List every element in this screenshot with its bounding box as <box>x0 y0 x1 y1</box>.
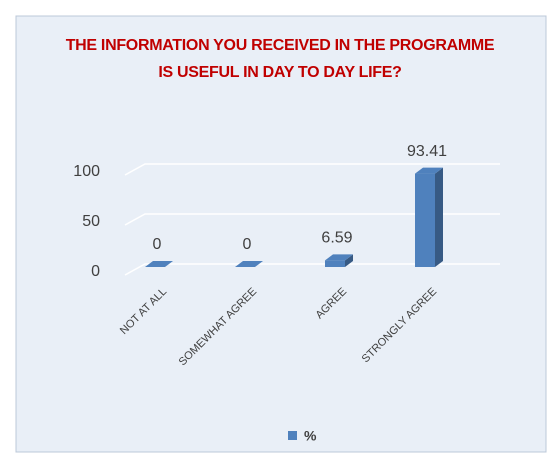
value-label: 0 <box>243 236 252 253</box>
bar-top <box>235 261 263 267</box>
bar-top <box>145 261 173 267</box>
y-tick-label: 100 <box>73 163 100 180</box>
chart-area <box>15 15 547 453</box>
bar-side <box>345 254 353 267</box>
value-label: 6.59 <box>321 230 352 247</box>
bar <box>325 260 345 267</box>
bar-side <box>435 167 443 267</box>
bar-top <box>415 167 443 174</box>
value-label: 93.41 <box>407 143 447 160</box>
legend-swatch <box>288 431 297 440</box>
legend-label: % <box>304 428 317 444</box>
grid-line <box>124 213 500 226</box>
value-label: 0 <box>153 236 162 253</box>
grid-line <box>124 263 500 276</box>
chart-title: THE INFORMATION YOU RECEIVED IN THE PROG… <box>65 37 495 81</box>
bar-top <box>325 254 353 261</box>
grid-line <box>124 163 500 176</box>
y-tick-label: 50 <box>82 213 100 230</box>
y-tick-label: 0 <box>91 263 100 280</box>
bar <box>415 173 435 267</box>
